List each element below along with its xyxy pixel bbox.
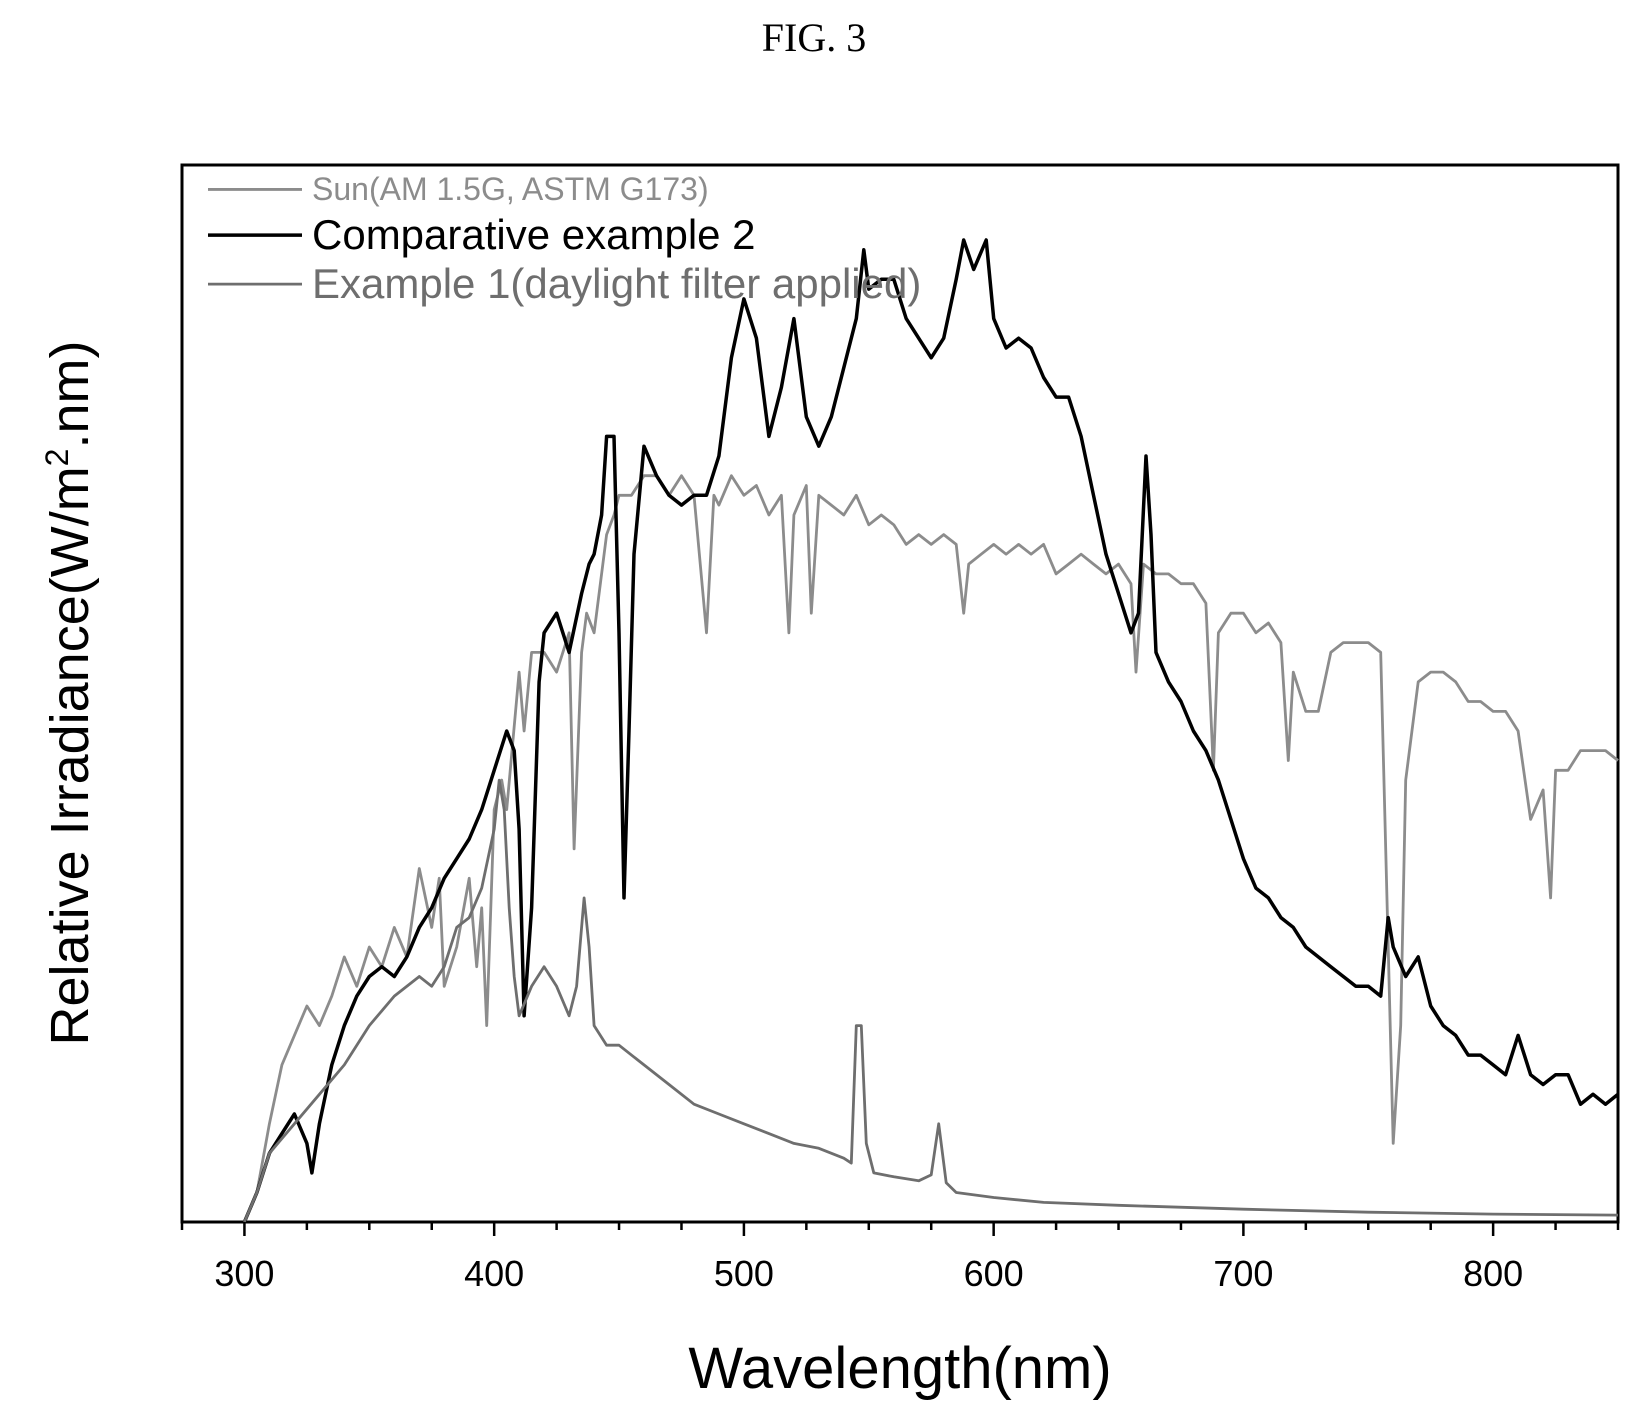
plot-frame (180, 163, 1620, 1224)
legend-label-3: Example 1(daylight filter applied) (312, 260, 921, 307)
series-line-2 (242, 238, 1620, 1223)
y-axis-label-superscript: 2 (39, 449, 75, 467)
x-tick-label: 400 (464, 1253, 524, 1294)
y-axis-label-main: Relative Irradiance(W/m (40, 466, 100, 1045)
series-line-1 (243, 474, 1619, 1223)
legend: Sun(AM 1.5G, ASTM G173) Comparative examp… (208, 171, 921, 307)
y-axis-label: Relative Irradiance(W/m2.nm) (39, 341, 100, 1046)
x-axis: 300 400 500 600 700 800 (180, 1222, 1620, 1294)
series-line-3 (243, 778, 1619, 1223)
y-axis-label-tail: .nm) (40, 341, 100, 449)
x-tick-label: 700 (1213, 1253, 1273, 1294)
legend-label-2: Comparative example 2 (312, 211, 756, 258)
legend-label-1: Sun(AM 1.5G, ASTM G173) (312, 171, 709, 207)
x-axis-label: Wavelength(nm) (688, 1336, 1111, 1401)
x-tick-label: 500 (714, 1253, 774, 1294)
x-tick-label: 800 (1463, 1253, 1523, 1294)
x-tick-label: 600 (964, 1253, 1024, 1294)
figure-label: FIG. 3 (761, 15, 867, 60)
series-layer (242, 238, 1620, 1223)
x-tick-label: 300 (214, 1253, 274, 1294)
